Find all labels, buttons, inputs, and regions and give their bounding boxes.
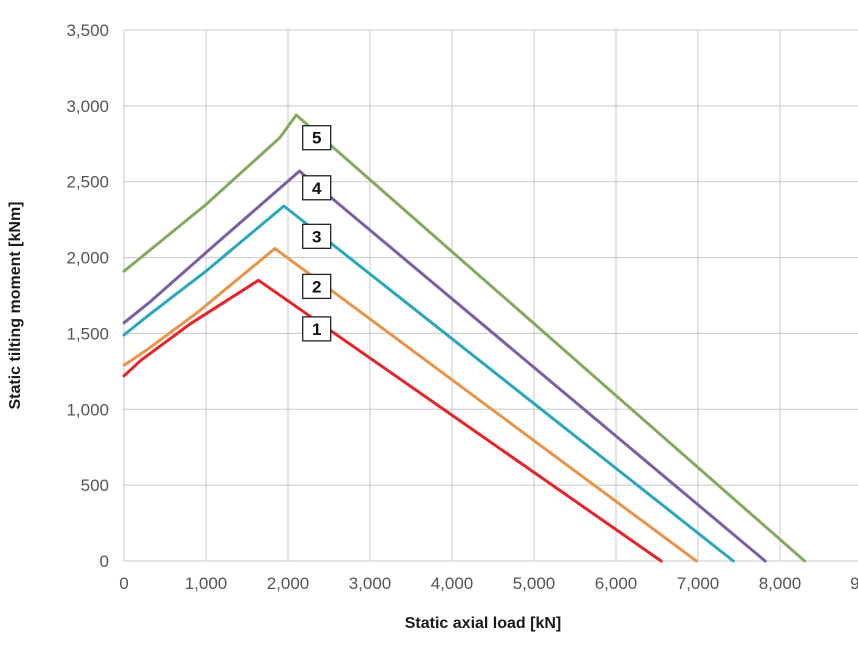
series-line-3 xyxy=(122,204,735,563)
series-label-1: 1 xyxy=(302,316,332,342)
series-label-3: 3 xyxy=(302,223,332,249)
series-label-box xyxy=(302,223,332,249)
y-tick-label: 2,000 xyxy=(66,249,109,268)
y-tick-label: 1,500 xyxy=(66,324,109,343)
series-line-5 xyxy=(122,113,807,563)
series-line-1 xyxy=(122,278,663,563)
x-tick-label: 5,000 xyxy=(513,574,556,593)
series-label-5: 5 xyxy=(302,125,332,151)
series-label-box xyxy=(302,273,332,300)
x-tick-label: 1,000 xyxy=(185,574,228,593)
series-lines xyxy=(122,113,807,563)
series-label-4: 4 xyxy=(302,175,332,201)
series-label-text: 5 xyxy=(312,129,321,148)
x-axis-title: Static axial load [kN] xyxy=(405,615,562,632)
tick-labels: 0 1,000 2,000 3,000 4,000 5,000 6,000 7,000 8,00… xyxy=(66,21,858,593)
series-label-2: 2 xyxy=(302,273,332,300)
y-tick-label: 0 xyxy=(100,552,109,571)
series-labels: 1 2 3 4 5 xyxy=(302,125,332,342)
x-tick-label: 7,000 xyxy=(677,574,720,593)
series-label-box xyxy=(302,316,332,342)
series-label-text: 4 xyxy=(312,179,322,198)
series-line-4 xyxy=(122,169,767,563)
series-label-box xyxy=(302,125,332,151)
x-tick-label: 6,000 xyxy=(595,574,638,593)
x-tick-label: 4,000 xyxy=(431,574,474,593)
series-line-2 xyxy=(122,247,698,563)
y-tick-label: 1,000 xyxy=(66,400,109,419)
series-label-text: 1 xyxy=(312,320,321,339)
y-tick-label: 3,000 xyxy=(66,97,109,116)
x-tick-label: 0 xyxy=(119,574,128,593)
x-tick-label: 3,000 xyxy=(349,574,392,593)
y-axis-title: Static tilting moment [kNm] xyxy=(7,201,24,409)
series-label-text: 2 xyxy=(312,277,321,296)
series-label-box xyxy=(302,175,332,201)
x-tick-label: 8,000 xyxy=(759,574,802,593)
y-tick-label: 500 xyxy=(81,476,109,495)
x-tick-label: 2,000 xyxy=(267,574,310,593)
x-tick-label: 9,0 xyxy=(850,574,858,593)
series-label-text: 3 xyxy=(312,227,321,246)
y-tick-label: 3,500 xyxy=(66,21,109,40)
y-tick-label: 2,500 xyxy=(66,173,109,192)
